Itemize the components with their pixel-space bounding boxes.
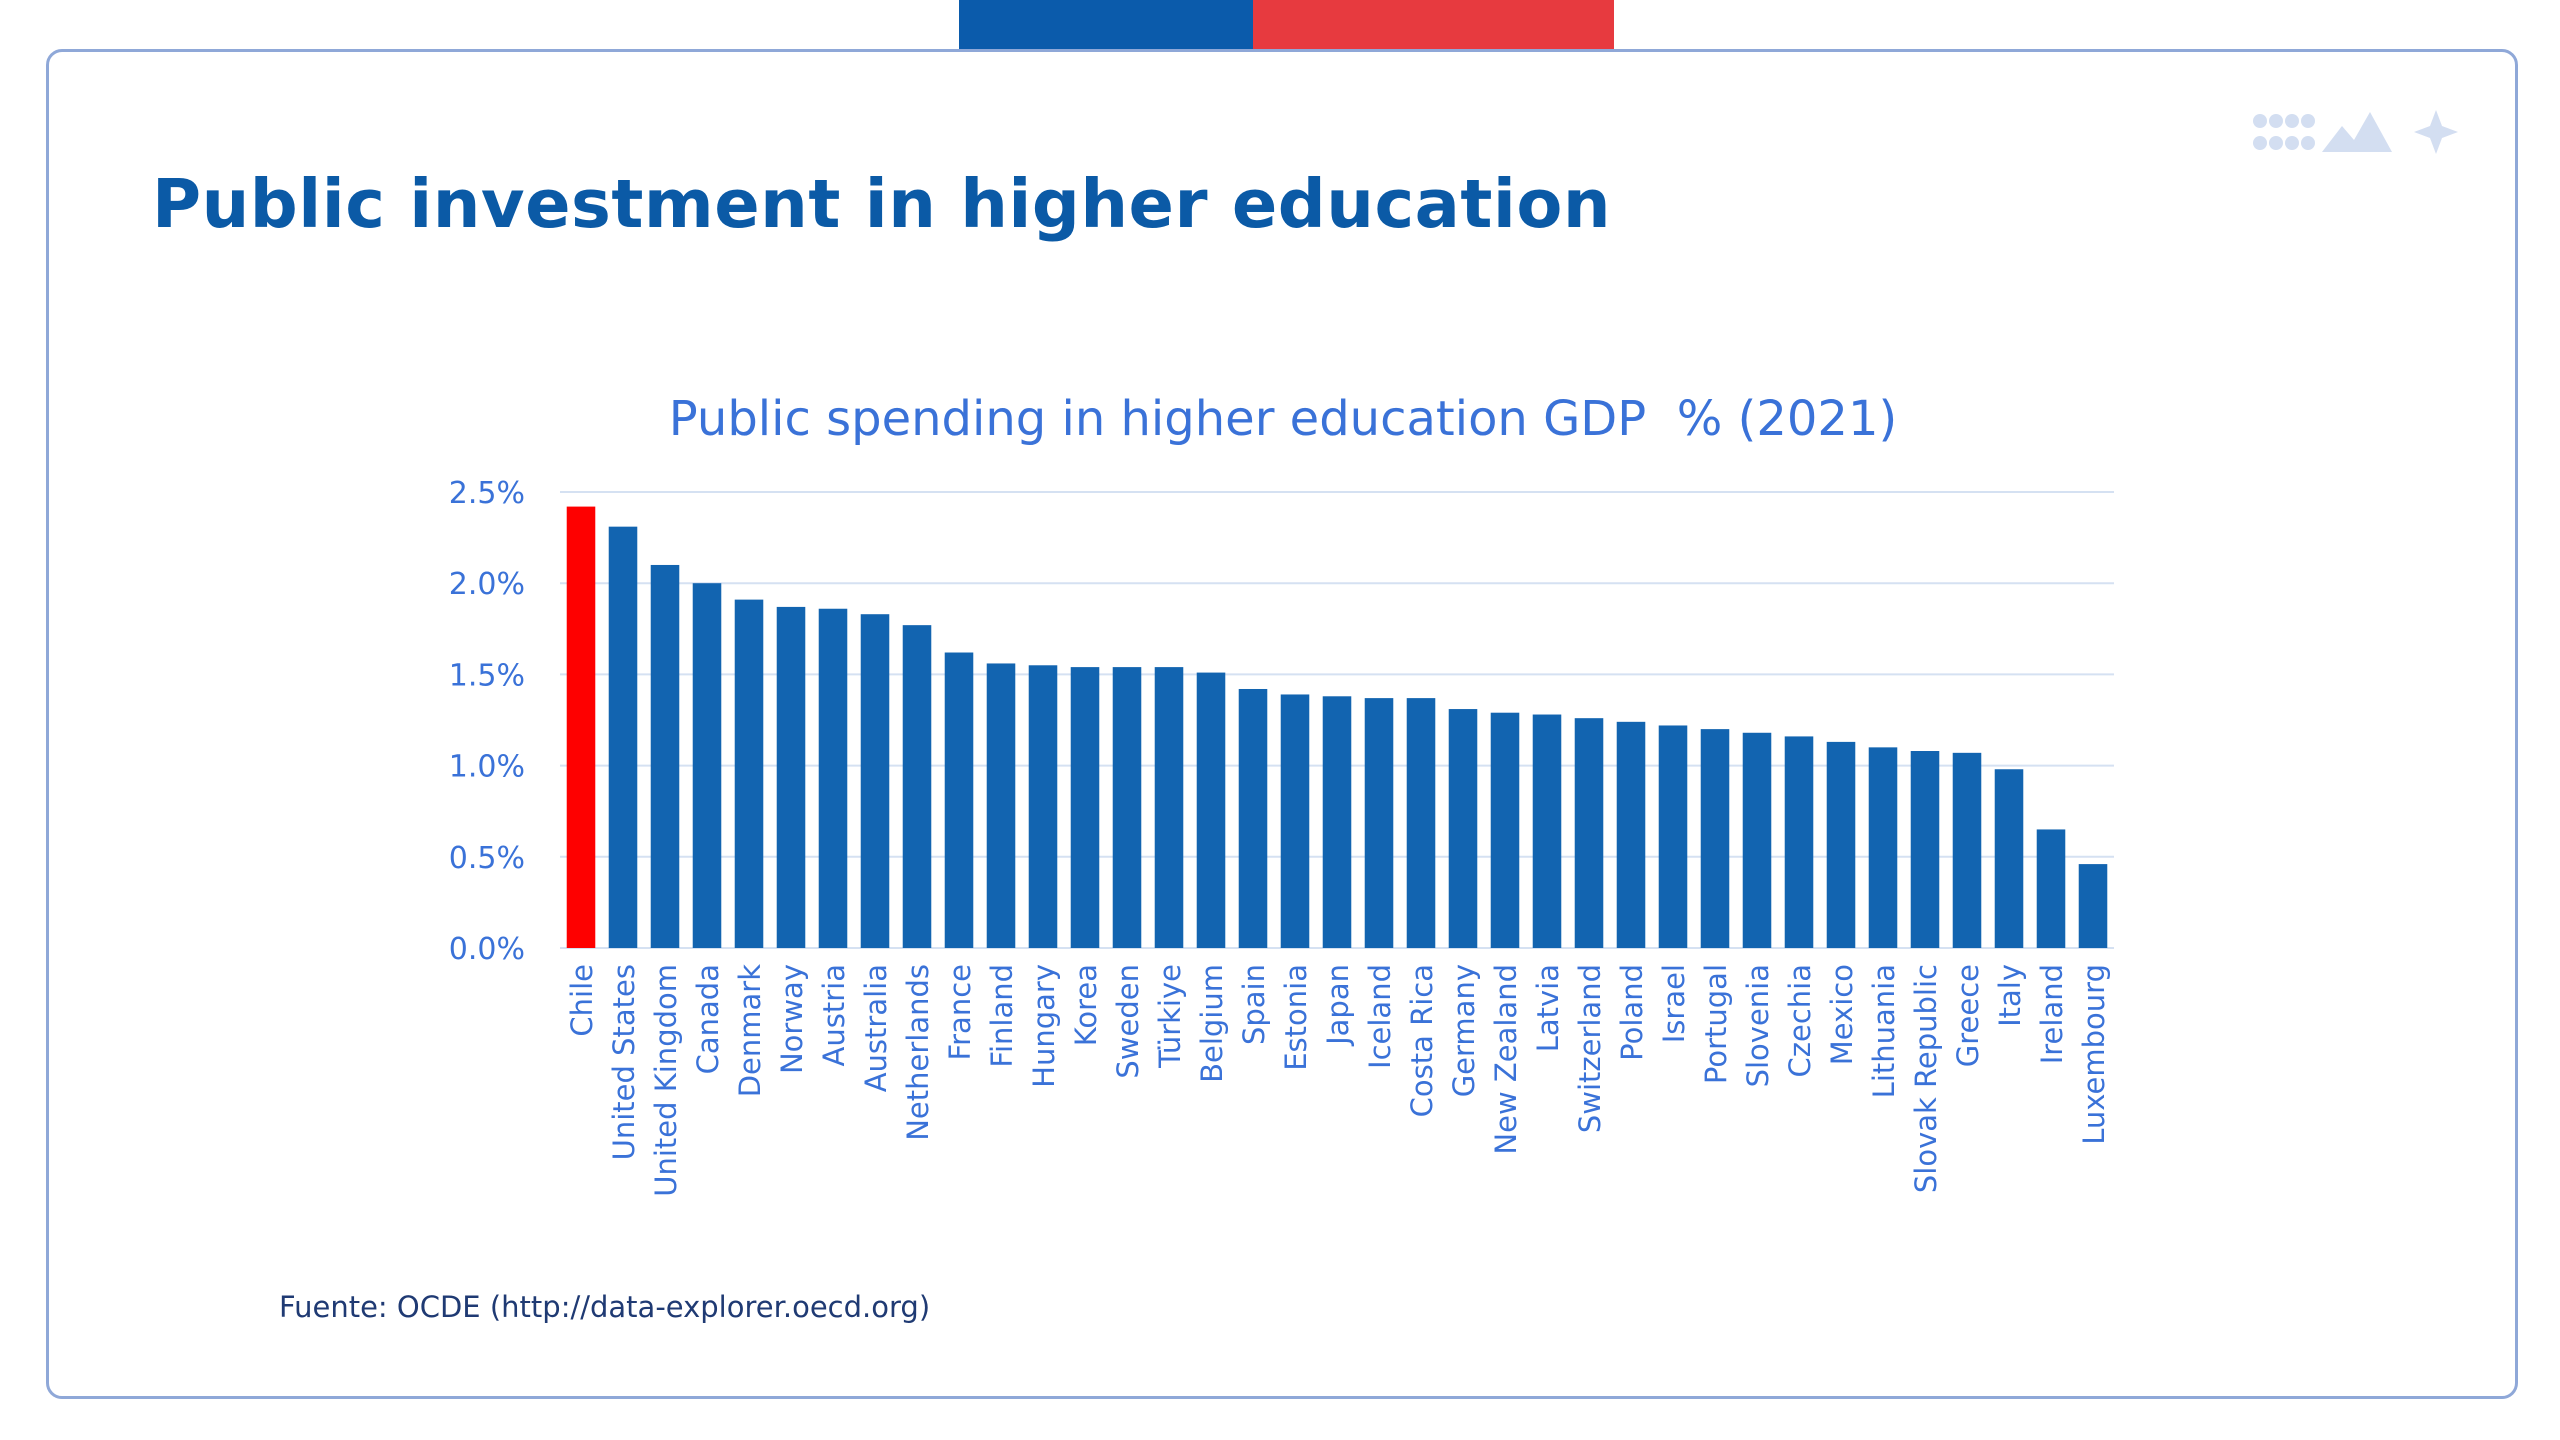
page-title: Public investment in higher education (152, 165, 1612, 243)
x-tick-label: Spain (1237, 964, 1271, 1045)
x-tick-label: Belgium (1195, 964, 1229, 1083)
y-tick-label: 0.5% (449, 841, 525, 876)
x-tick-label: Japan (1321, 964, 1355, 1047)
bar-japan (1322, 696, 1352, 948)
x-tick-label: Luxembourg (2077, 964, 2111, 1145)
x-tick-label: Austria (817, 964, 851, 1066)
bar-netherlands (902, 625, 932, 948)
bar-korea (1070, 667, 1100, 948)
bar-slovak-republic (1910, 751, 1940, 948)
bar-australia (860, 614, 890, 948)
bar-greece (1952, 752, 1982, 948)
bar-israel (1658, 725, 1688, 948)
x-tick-label: Poland (1615, 964, 1649, 1061)
x-tick-label: France (943, 964, 977, 1060)
x-tick-label: Canada (691, 964, 725, 1074)
x-tick-label: Israel (1657, 964, 1691, 1043)
x-tick-label: Greece (1951, 964, 1985, 1067)
x-tick-label: Korea (1069, 964, 1103, 1046)
bar-iceland (1364, 698, 1394, 948)
bar-latvia (1532, 714, 1562, 948)
y-tick-label: 0.0% (449, 932, 525, 967)
bar-united-kingdom (650, 564, 680, 948)
bar-mexico (1826, 741, 1856, 948)
x-tick-label: Costa Rica (1405, 964, 1439, 1117)
x-tick-label: United States (607, 964, 641, 1160)
y-tick-label: 2.5% (449, 476, 525, 511)
bar-belgium (1196, 672, 1226, 948)
x-tick-label: Czechia (1783, 964, 1817, 1077)
bar-italy (1994, 769, 2024, 948)
x-tick-label: Portugal (1699, 964, 1733, 1084)
x-tick-label: United Kingdom (649, 964, 683, 1197)
x-tick-label: Italy (1993, 964, 2027, 1027)
source-note: Fuente: OCDE (http://data-explorer.oecd.… (279, 1290, 931, 1324)
bar-sweden (1112, 667, 1142, 948)
x-tick-label: Latvia (1531, 964, 1565, 1052)
bar-costa-rica (1406, 698, 1436, 948)
x-tick-label: Norway (775, 964, 809, 1074)
y-tick-label: 1.0% (449, 750, 525, 785)
bar-austria (818, 608, 848, 948)
x-tick-label: New Zealand (1489, 964, 1523, 1155)
x-tick-label: Finland (985, 964, 1019, 1068)
bar-germany (1448, 709, 1478, 948)
x-tick-label: Ireland (2035, 964, 2069, 1064)
y-tick-label: 1.5% (449, 658, 525, 693)
top-accent-blue (959, 0, 1253, 49)
x-tick-label: Slovak Republic (1909, 964, 1943, 1193)
x-tick-label: Sweden (1111, 964, 1145, 1079)
bar-united-states (608, 526, 638, 948)
bar-estonia (1280, 694, 1310, 948)
x-tick-label: Switzerland (1573, 964, 1607, 1133)
x-tick-label: Germany (1447, 964, 1481, 1097)
bar-luxembourg (2078, 864, 2108, 948)
bar-ireland (2036, 829, 2066, 948)
brand-logo-icon (2253, 110, 2458, 154)
bar-chile (566, 506, 596, 948)
x-tick-label: Türkiye (1153, 964, 1187, 1069)
chart-title: Public spending in higher education GDP … (669, 391, 1897, 447)
bar-new-zealand (1490, 712, 1520, 948)
top-accent-red (1253, 0, 1614, 49)
x-tick-label: Mexico (1825, 964, 1859, 1065)
bar-slovenia (1742, 732, 1772, 948)
y-tick-label: 2.0% (449, 567, 525, 602)
x-tick-label: Australia (859, 964, 893, 1092)
bar-t-rkiye (1154, 667, 1184, 948)
bar-canada (692, 583, 722, 948)
bar-finland (986, 663, 1016, 948)
bar-portugal (1700, 729, 1730, 948)
x-tick-label: Denmark (733, 964, 767, 1097)
x-tick-label: Lithuania (1867, 964, 1901, 1098)
x-tick-label: Netherlands (901, 964, 935, 1141)
x-tick-label: Iceland (1363, 964, 1397, 1069)
bar-france (944, 652, 974, 948)
bar-czechia (1784, 736, 1814, 948)
bar-hungary (1028, 665, 1058, 948)
x-tick-label: Hungary (1027, 964, 1061, 1088)
bar-switzerland (1574, 718, 1604, 948)
bar-denmark (734, 599, 764, 948)
x-tick-label: Estonia (1279, 964, 1313, 1071)
bar-norway (776, 606, 806, 948)
bar-lithuania (1868, 747, 1898, 948)
x-tick-label: Chile (565, 964, 599, 1037)
x-tick-label: Slovenia (1741, 964, 1775, 1087)
bar-poland (1616, 721, 1646, 948)
bar-spain (1238, 688, 1268, 948)
